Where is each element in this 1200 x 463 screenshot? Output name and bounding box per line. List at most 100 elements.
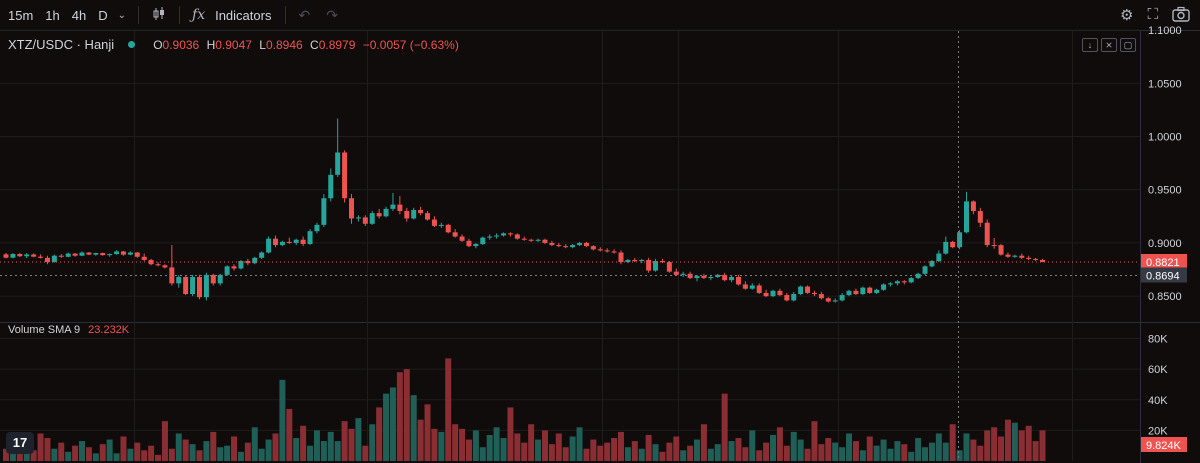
indicators-button[interactable]: Indicators [215,7,272,23]
restore-icon[interactable]: ▢ [1120,38,1136,52]
volume-bar [887,448,894,461]
volume-bar [258,448,265,461]
indicators-fx-icon[interactable]: ƒx [192,7,206,23]
volume-bar [410,395,417,461]
candle-body [604,250,610,252]
toolbar-divider [138,6,140,24]
volume-bar [417,419,424,461]
candle-body [570,245,576,248]
pane-buttons: ↓ ⨯ ▢ [1082,38,1136,52]
volume-bar [445,358,452,461]
candle-body [148,259,154,265]
candle-body [196,276,202,298]
candle-body [735,276,741,285]
volume-bar [846,433,853,461]
candle-body [107,254,113,256]
tradingview-logo[interactable]: 17 [6,432,34,454]
market-status-dot [128,41,136,48]
volume-bar [659,451,666,461]
volume-bar [700,424,707,461]
volume-bar [714,444,721,461]
volume-tick-label: 80K [1148,334,1168,346]
volume-bar [92,453,99,461]
candlestick-type-icon[interactable] [147,6,171,25]
candle-body [659,261,665,263]
arrow-down-icon[interactable]: ↓ [1082,38,1098,52]
ohlc-values: O0.9036 H0.9047 L0.8946 C0.8979 −0.0057 … [149,38,459,52]
volume-bar [383,393,390,461]
volume-bar [569,436,576,461]
candle-body [411,209,417,219]
candle-body [639,259,645,262]
candle-body [425,213,431,220]
volume-bar [949,424,956,461]
candle-body [673,271,679,275]
candle-body [238,261,244,269]
candle-body [369,213,375,224]
gear-icon[interactable]: ⚙ [1120,7,1134,24]
collapse-icon[interactable]: ⨯ [1101,38,1117,52]
change-value: −0.0057 (−0.63%) [362,37,459,52]
candle-body [487,236,493,238]
volume-bar [44,438,51,461]
volume-bar [873,445,880,461]
volume-value-label: 9.824K [1146,440,1182,452]
volume-bar [334,441,341,461]
volume-bar [168,448,175,461]
volume-bar [583,448,590,461]
timeframe-4h[interactable]: 4h [71,7,87,23]
candle-body [245,261,251,264]
candle-body [583,242,589,247]
candle-body [625,259,631,263]
candle-body [991,245,997,247]
volume-bar [680,450,687,461]
candle-body [286,241,292,243]
candle-body [300,239,306,244]
timeframe-15m[interactable]: 15m [8,7,34,23]
candle-body [798,286,804,295]
undo-icon[interactable]: ↶ [298,6,311,23]
volume-bar [721,393,728,461]
volume-bar [369,424,376,461]
candle-body [31,254,37,257]
volume-indicator-name[interactable]: Volume SMA 9 [8,324,81,336]
candle-body [521,238,527,240]
candle-body [653,261,659,271]
volume-bar [189,444,196,461]
redo-icon[interactable]: ↷ [326,6,338,23]
volume-bar [65,451,72,461]
volume-bar [72,445,79,461]
volume-bar [770,434,777,461]
candle-body [881,284,887,290]
right-tools: ⚙ ⛶ [1120,6,1190,26]
volume-bar [804,448,811,461]
volume-bar [9,451,16,461]
camera-icon[interactable] [1172,6,1190,26]
volume-bar [23,447,30,461]
volume-bar [37,433,44,461]
timeframe-1h[interactable]: 1h [45,7,60,23]
candle-body [1040,259,1045,262]
candle-body [756,285,762,293]
candle-body [438,224,444,226]
candle-body [473,243,479,247]
volume-bar [749,430,756,461]
symbol-name[interactable]: XTZ/USDC · Hanji [8,37,115,52]
chevron-down-icon[interactable]: ⌄ [117,9,127,21]
volume-bar [832,442,839,461]
volume-bar [182,439,189,461]
volume-bar [348,428,355,461]
candle-body [24,254,30,257]
volume-bar [576,427,583,461]
volume-bar [16,453,23,461]
fullscreen-icon[interactable]: ⛶ [1147,6,1158,23]
volume-bar [300,425,307,461]
timeframe-d[interactable]: D [98,7,108,23]
volume-bar [51,448,58,461]
volume-bar [507,407,514,461]
volume-bar [977,445,984,461]
candle-body [342,152,348,199]
candle-body [590,246,596,250]
volume-bar [611,438,618,461]
